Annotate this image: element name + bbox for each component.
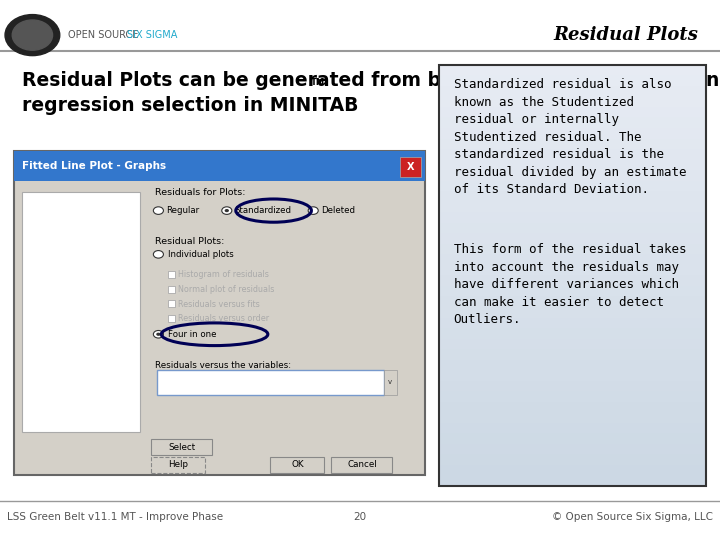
FancyBboxPatch shape (151, 457, 205, 472)
FancyBboxPatch shape (439, 443, 706, 455)
FancyBboxPatch shape (439, 411, 706, 423)
FancyBboxPatch shape (439, 75, 706, 86)
Text: Residual Plots can be generated from both the Fitted Line Plot and
regression se: Residual Plots can be generated from bot… (22, 71, 720, 115)
FancyBboxPatch shape (439, 232, 706, 244)
FancyBboxPatch shape (168, 271, 175, 278)
Text: Select: Select (168, 443, 196, 451)
Text: Residuals versus the variables:: Residuals versus the variables: (155, 361, 291, 370)
FancyBboxPatch shape (439, 475, 706, 486)
FancyBboxPatch shape (168, 300, 175, 307)
FancyBboxPatch shape (14, 151, 425, 181)
Text: Regular: Regular (166, 206, 199, 215)
Text: v: v (388, 379, 392, 386)
Text: Individual plots: Individual plots (168, 250, 233, 259)
Text: 20: 20 (354, 512, 366, 522)
FancyBboxPatch shape (439, 401, 706, 413)
Circle shape (225, 209, 229, 212)
FancyBboxPatch shape (14, 151, 425, 475)
FancyBboxPatch shape (270, 457, 324, 472)
FancyBboxPatch shape (439, 432, 706, 444)
FancyBboxPatch shape (439, 390, 706, 402)
Circle shape (153, 251, 163, 258)
Text: SIX SIGMA: SIX SIGMA (127, 30, 178, 40)
FancyBboxPatch shape (439, 179, 706, 191)
FancyBboxPatch shape (439, 243, 706, 254)
Text: Cancel: Cancel (347, 461, 377, 469)
Text: LSS Green Belt v11.1 MT - Improve Phase: LSS Green Belt v11.1 MT - Improve Phase (7, 512, 223, 522)
Text: OK: OK (291, 461, 304, 469)
FancyBboxPatch shape (439, 295, 706, 307)
Text: TM: TM (311, 78, 325, 87)
FancyBboxPatch shape (439, 264, 706, 275)
FancyBboxPatch shape (400, 157, 421, 177)
Text: Deleted: Deleted (321, 206, 355, 215)
FancyBboxPatch shape (439, 85, 706, 96)
FancyBboxPatch shape (439, 359, 706, 370)
Circle shape (5, 15, 60, 56)
Text: Residual Plots: Residual Plots (554, 26, 698, 44)
FancyBboxPatch shape (439, 316, 706, 328)
Text: Normal plot of residuals: Normal plot of residuals (178, 285, 274, 294)
FancyBboxPatch shape (439, 127, 706, 138)
Circle shape (12, 20, 53, 50)
Text: Residuals versus order: Residuals versus order (178, 314, 269, 323)
FancyBboxPatch shape (439, 95, 706, 107)
FancyBboxPatch shape (331, 457, 392, 472)
FancyBboxPatch shape (439, 159, 706, 170)
FancyBboxPatch shape (151, 439, 212, 455)
FancyBboxPatch shape (439, 274, 706, 286)
Circle shape (308, 207, 318, 214)
FancyBboxPatch shape (439, 422, 706, 433)
Text: © Open Source Six Sigma, LLC: © Open Source Six Sigma, LLC (552, 512, 713, 522)
FancyBboxPatch shape (439, 137, 706, 149)
FancyBboxPatch shape (439, 169, 706, 180)
FancyBboxPatch shape (439, 464, 706, 475)
FancyBboxPatch shape (439, 222, 706, 233)
Text: Four in one: Four in one (168, 330, 216, 339)
FancyBboxPatch shape (439, 369, 706, 381)
FancyBboxPatch shape (439, 454, 706, 465)
FancyBboxPatch shape (439, 211, 706, 222)
Text: OPEN SOURCE: OPEN SOURCE (68, 30, 142, 40)
FancyBboxPatch shape (439, 64, 706, 75)
Text: Histogram of residuals: Histogram of residuals (178, 271, 269, 279)
FancyBboxPatch shape (439, 338, 706, 349)
FancyBboxPatch shape (384, 370, 397, 395)
FancyBboxPatch shape (439, 148, 706, 160)
FancyBboxPatch shape (168, 315, 175, 322)
Text: X: X (407, 162, 414, 172)
FancyBboxPatch shape (439, 306, 706, 318)
FancyBboxPatch shape (439, 380, 706, 391)
FancyBboxPatch shape (439, 327, 706, 339)
Circle shape (153, 330, 163, 338)
Circle shape (153, 207, 163, 214)
Text: Standardized residual is also
known as the Studentized
residual or internally
St: Standardized residual is also known as t… (454, 78, 686, 197)
FancyBboxPatch shape (22, 192, 140, 432)
FancyBboxPatch shape (439, 285, 706, 296)
FancyBboxPatch shape (439, 201, 706, 212)
Text: This form of the residual takes
into account the residuals may
have different va: This form of the residual takes into acc… (454, 243, 686, 326)
FancyBboxPatch shape (439, 106, 706, 117)
Text: Standardized: Standardized (235, 206, 292, 215)
FancyBboxPatch shape (439, 190, 706, 201)
FancyBboxPatch shape (439, 348, 706, 360)
Text: Fitted Line Plot - Graphs: Fitted Line Plot - Graphs (22, 161, 166, 171)
Circle shape (222, 207, 232, 214)
FancyBboxPatch shape (168, 286, 175, 293)
FancyBboxPatch shape (439, 253, 706, 265)
FancyBboxPatch shape (439, 117, 706, 128)
Text: Residual Plots:: Residual Plots: (155, 237, 224, 246)
FancyBboxPatch shape (157, 370, 384, 395)
Circle shape (156, 333, 161, 336)
Text: Residuals versus fits: Residuals versus fits (178, 300, 260, 308)
Text: Residuals for Plots:: Residuals for Plots: (155, 188, 246, 197)
Text: Help: Help (168, 461, 189, 469)
